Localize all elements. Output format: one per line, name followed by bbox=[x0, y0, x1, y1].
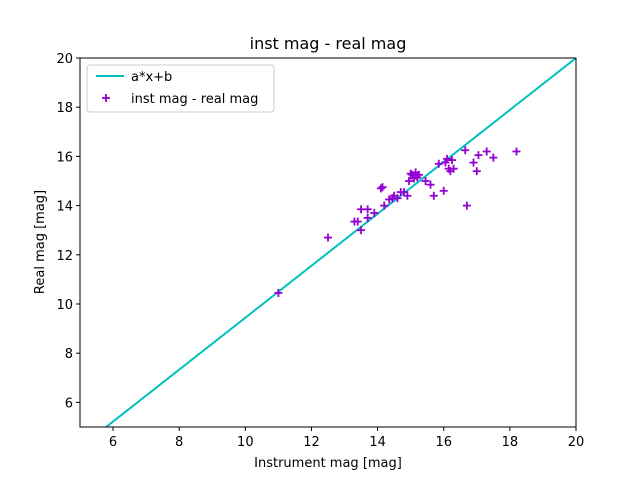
data-point bbox=[376, 184, 385, 193]
x-tick-label: 12 bbox=[303, 435, 320, 450]
y-tick-label: 14 bbox=[56, 200, 73, 215]
data-point bbox=[474, 151, 483, 160]
data-point bbox=[393, 194, 402, 203]
data-point bbox=[370, 208, 379, 217]
data-point bbox=[378, 183, 387, 192]
data-point bbox=[414, 170, 423, 179]
data-point bbox=[462, 201, 471, 210]
x-axis-label: Instrument mag [mag] bbox=[254, 456, 402, 471]
data-point bbox=[512, 147, 521, 156]
data-point bbox=[449, 164, 458, 173]
data-point bbox=[439, 186, 448, 195]
chart-title: inst mag - real mag bbox=[250, 34, 407, 53]
x-tick-label: 6 bbox=[109, 435, 117, 450]
data-point bbox=[421, 177, 430, 185]
y-tick-label: 6 bbox=[65, 396, 73, 411]
x-axis: 6 8 10 12 14 16 18 20 bbox=[109, 427, 584, 450]
data-point bbox=[472, 167, 481, 176]
data-point bbox=[324, 233, 332, 242]
legend-box bbox=[86, 64, 275, 113]
y-tick-label: 12 bbox=[56, 249, 73, 264]
data-point bbox=[405, 177, 414, 185]
y-tick-label: 8 bbox=[65, 347, 73, 362]
x-tick-label: 16 bbox=[435, 435, 452, 450]
data-point bbox=[469, 158, 478, 167]
data-point bbox=[403, 191, 412, 200]
plot-frame bbox=[79, 57, 577, 428]
legend-label-fit: a*x+b bbox=[131, 70, 172, 85]
y-tick-label: 10 bbox=[56, 298, 73, 313]
x-tick-label: 14 bbox=[369, 435, 386, 450]
y-tick-label: 18 bbox=[56, 101, 73, 116]
data-point bbox=[461, 146, 470, 155]
y-axis-label: Real mag [mag] bbox=[33, 190, 48, 294]
data-point bbox=[443, 154, 452, 163]
legend-marker-swatch bbox=[102, 94, 110, 102]
data-point bbox=[489, 153, 498, 162]
data-point bbox=[363, 213, 372, 222]
data-point bbox=[274, 288, 283, 297]
x-tick-label: 8 bbox=[175, 435, 183, 450]
data-point bbox=[482, 147, 491, 156]
data-point bbox=[406, 169, 415, 178]
data-point bbox=[434, 159, 443, 168]
x-tick-label: 20 bbox=[568, 435, 585, 450]
data-point bbox=[441, 158, 450, 167]
data-point bbox=[429, 191, 438, 200]
y-axis: 6 8 10 12 14 16 18 20 bbox=[56, 52, 80, 411]
y-tick-label: 16 bbox=[56, 150, 73, 165]
legend-label-scatter: inst mag - real mag bbox=[131, 92, 258, 107]
data-point bbox=[357, 226, 366, 235]
data-point bbox=[363, 205, 372, 214]
data-point bbox=[380, 201, 389, 210]
y-tick-label: 20 bbox=[56, 52, 73, 67]
data-point bbox=[353, 217, 362, 226]
x-tick-label: 18 bbox=[502, 435, 519, 450]
x-tick-label: 10 bbox=[237, 435, 254, 450]
fit-line bbox=[105, 58, 576, 427]
data-point bbox=[426, 180, 435, 189]
data-point bbox=[448, 156, 456, 165]
legend: a*x+b inst mag - real mag bbox=[86, 64, 275, 113]
